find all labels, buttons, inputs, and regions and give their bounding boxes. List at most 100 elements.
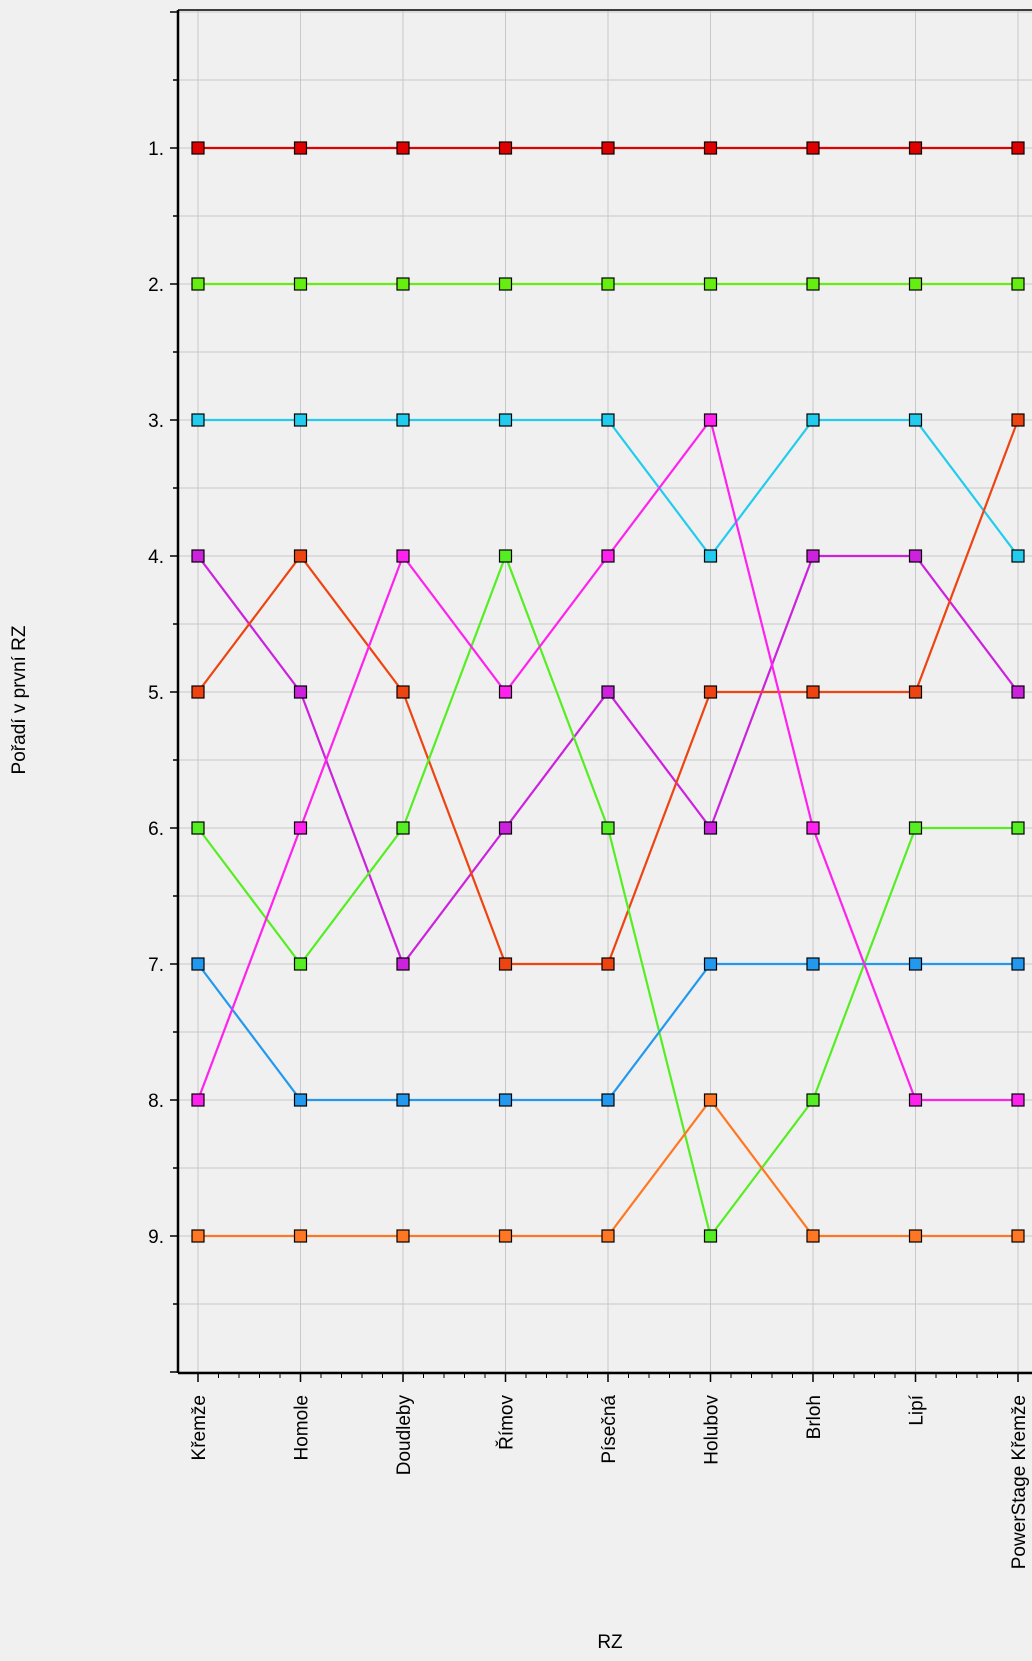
x-tick-label: Doudleby [394, 1395, 415, 1476]
x-tick-label: Brloh [804, 1395, 825, 1439]
series-3-point [601, 413, 615, 427]
series-9-point [1011, 1229, 1025, 1243]
series-9-point [601, 1229, 615, 1243]
series-6-point [293, 957, 308, 971]
series-9-point [703, 1093, 718, 1107]
series-7-point [703, 957, 718, 971]
x-tick-label: Lipí [907, 1394, 928, 1425]
x-tick-label: Holubov [702, 1395, 723, 1465]
series-1-point [806, 141, 820, 155]
series-4-point [293, 685, 308, 699]
series-3-point [806, 413, 820, 427]
series-3-point [703, 549, 718, 563]
series-9-point [908, 1229, 923, 1243]
series-6-point [703, 1229, 718, 1243]
series-2-point [908, 277, 923, 291]
series-9-point [396, 1229, 410, 1243]
series-4-point [806, 549, 820, 563]
series-9-point [806, 1229, 820, 1243]
series-1-point [293, 141, 308, 155]
series-7-point [601, 1093, 615, 1107]
y-tick-label: 3. [148, 411, 164, 432]
x-tick-label: Písečná [599, 1395, 620, 1464]
series-8-point [293, 821, 308, 835]
series-1-point [396, 141, 410, 155]
series-6-point [498, 549, 513, 563]
y-tick-label: 5. [148, 683, 164, 704]
y-tick-label: 6. [148, 819, 164, 840]
series-2-point [396, 277, 410, 291]
series-3-point [293, 413, 308, 427]
series-5-point [703, 685, 718, 699]
series-2-point [191, 277, 205, 291]
series-1-point [908, 141, 923, 155]
y-tick-label: 2. [148, 275, 164, 296]
x-tick-labels: Křemže Homole Doudleby Římov Písečná Holubov B… [189, 1394, 1030, 1569]
series-1-point [1011, 141, 1025, 155]
series-4-point [498, 821, 513, 835]
y-tick-label: 8. [148, 1091, 164, 1112]
y-tick-label: 7. [148, 955, 164, 976]
series-1-point [703, 141, 718, 155]
series-4-point [396, 957, 410, 971]
series-4-point [1011, 685, 1025, 699]
series-7-point [293, 1093, 308, 1107]
series-5-point [1011, 413, 1025, 427]
series-2-point [1011, 277, 1025, 291]
y-tick-label: 1. [148, 139, 164, 160]
series-3-point [908, 413, 923, 427]
series-8-point [1011, 1093, 1025, 1107]
series-8-point [498, 685, 513, 699]
series-3-point [396, 413, 410, 427]
series-9-point [498, 1229, 513, 1243]
series-8-point [601, 549, 615, 563]
series-1-point [191, 141, 205, 155]
series-2-point [293, 277, 308, 291]
axes [170, 9, 1032, 1382]
series-2-point [601, 277, 615, 291]
series-9-point [293, 1229, 308, 1243]
series-7-point [1011, 957, 1025, 971]
x-tick-label: Římov [496, 1395, 518, 1450]
series-5-point [806, 685, 820, 699]
series-4-point [191, 549, 205, 563]
series-5-point [601, 957, 615, 971]
series-8-point [703, 413, 718, 427]
series-5-point [498, 957, 513, 971]
series-9-point [191, 1229, 205, 1243]
series-8-point [806, 821, 820, 835]
series-8-point [191, 1093, 205, 1107]
series-markers [191, 141, 1025, 1243]
series-2-point [498, 277, 513, 291]
series-6-point [601, 821, 615, 835]
series-6-point [1011, 821, 1025, 835]
series-6-point [908, 821, 923, 835]
y-tick-label: 9. [148, 1227, 164, 1248]
series-4-point [908, 549, 923, 563]
series-6-point [806, 1093, 820, 1107]
series-5-point [396, 685, 410, 699]
series-2-point [806, 277, 820, 291]
series-6-point [191, 821, 205, 835]
y-axis-label: Pořadí v první RZ [9, 625, 30, 775]
y-tick-labels: 1. 2. 3. 4. 5. 6. 7. 8. 9. [148, 139, 164, 1248]
x-tick-label: PowerStage Křemže [1009, 1395, 1030, 1569]
series-4-point [601, 685, 615, 699]
series-7-point [498, 1093, 513, 1107]
series-8-point [908, 1093, 923, 1107]
series-6-point [396, 821, 410, 835]
series-3-point [1011, 549, 1025, 563]
series-4-point [703, 821, 718, 835]
series-2-point [703, 277, 718, 291]
series-5-point [908, 685, 923, 699]
series-7-point [191, 957, 205, 971]
x-axis-label: RZ [597, 1632, 623, 1653]
series-7-point [908, 957, 923, 971]
series-7-point [806, 957, 820, 971]
x-tick-label: Homole [292, 1395, 313, 1460]
series-8-point [396, 549, 410, 563]
series-1-point [601, 141, 615, 155]
series-5-point [293, 549, 308, 563]
y-tick-label: 4. [148, 547, 164, 568]
